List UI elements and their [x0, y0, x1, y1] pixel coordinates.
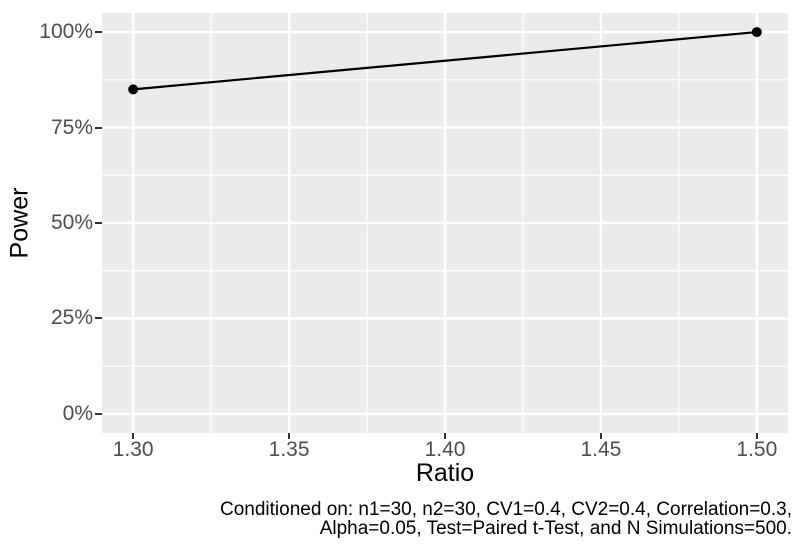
- x-tick-label: 1.35: [268, 438, 310, 461]
- x-tick-label: 1.50: [736, 438, 778, 461]
- x-tick-label: 1.45: [580, 438, 622, 461]
- y-tick-mark: [95, 222, 102, 224]
- x-tick-mark: [444, 433, 446, 439]
- chart-caption: Conditioned on: n1=30, n2=30, CV1=0.4, C…: [220, 500, 792, 538]
- x-tick-mark: [132, 433, 135, 439]
- x-axis-title: Ratio: [415, 459, 475, 487]
- caption-line-1: Conditioned on: n1=30, n2=30, CV1=0.4, C…: [220, 499, 792, 520]
- x-tick-mark: [755, 433, 758, 439]
- y-tick-label: 50%: [50, 211, 93, 234]
- plot-canvas: [102, 13, 788, 433]
- y-tick-mark: [95, 317, 102, 320]
- series-line: [133, 30, 757, 91]
- x-tick-label: 1.30: [112, 438, 154, 461]
- y-tick-mark: [95, 31, 102, 34]
- data-point: [128, 84, 139, 95]
- y-tick-mark: [95, 412, 102, 415]
- y-tick-label: 100%: [39, 20, 93, 44]
- y-tick-label: 25%: [50, 306, 93, 330]
- y-tick-label: 0%: [62, 401, 93, 425]
- x-tick-mark: [288, 433, 291, 439]
- x-tick-mark: [599, 433, 602, 439]
- plot-panel: [102, 13, 788, 433]
- data-point: [751, 27, 762, 38]
- y-tick-mark: [95, 126, 102, 129]
- caption-line-2: Alpha=0.05, Test=Paired t-Test, and N Si…: [319, 518, 792, 539]
- y-tick-label: 75%: [50, 115, 93, 139]
- x-tick-label: 1.40: [424, 438, 466, 461]
